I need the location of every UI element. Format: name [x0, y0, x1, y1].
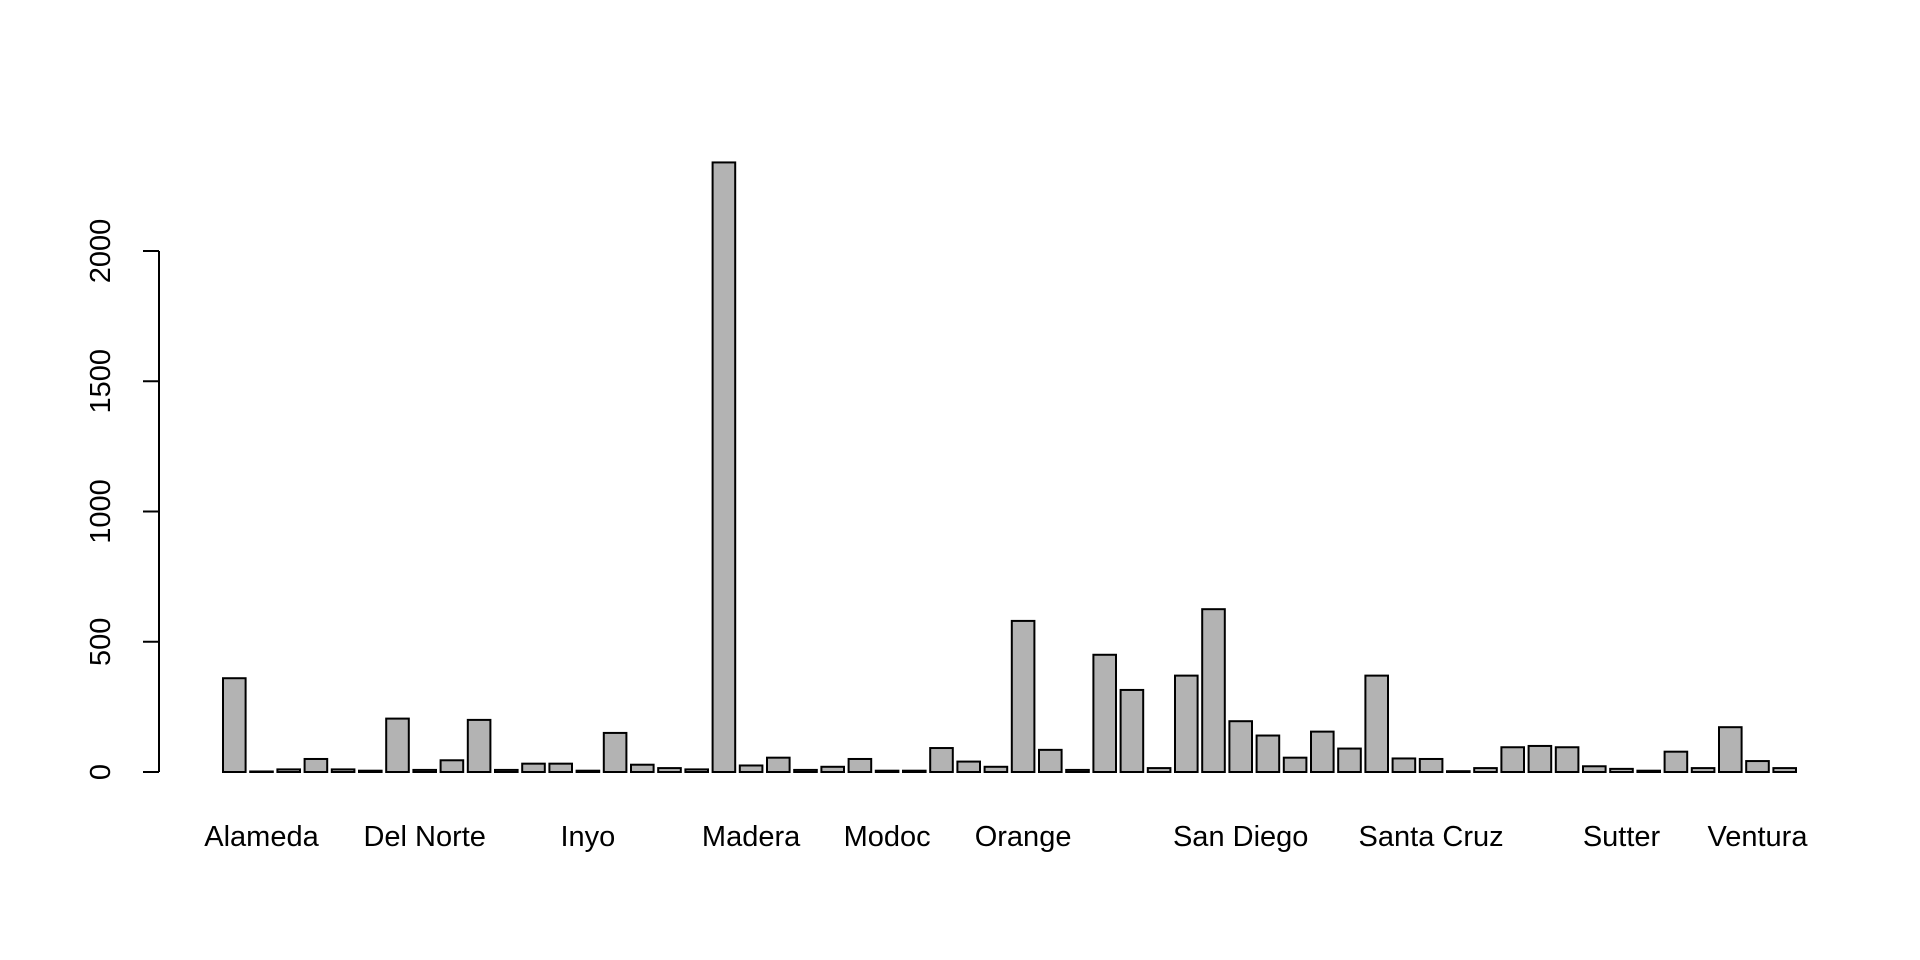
bar [1636, 769, 1662, 774]
bar [330, 768, 356, 774]
y-tick-label: 0 [85, 764, 117, 780]
bar [1364, 674, 1390, 773]
x-axis-labels: Alameda Del Norte Inyo Madera Modoc Orange San… [204, 821, 1808, 853]
bar [902, 769, 927, 774]
bar [494, 768, 519, 774]
bar [738, 764, 764, 773]
y-tick-label: 500 [85, 618, 117, 666]
bar [1174, 674, 1199, 773]
bar [521, 762, 546, 774]
bar [249, 770, 274, 774]
bar [847, 757, 873, 773]
bar [1772, 767, 1798, 774]
x-tick-label: Madera [702, 821, 801, 853]
bar [602, 731, 628, 773]
bar [1065, 768, 1090, 774]
bar [358, 769, 383, 774]
x-tick-label: Ventura [1708, 821, 1809, 853]
x-tick-label: Inyo [560, 821, 615, 853]
bar [983, 765, 1009, 773]
bar [1527, 744, 1553, 774]
bar [1609, 767, 1634, 774]
bar [929, 747, 954, 773]
y-tick-label: 2000 [85, 219, 117, 284]
bar [1092, 653, 1118, 774]
bar [303, 757, 329, 773]
y-tick-label: 1500 [85, 349, 117, 414]
bar [711, 161, 737, 773]
bar [1718, 726, 1743, 773]
y-tick-label: 1000 [85, 479, 117, 544]
bar [1201, 608, 1226, 773]
bar [1255, 734, 1281, 774]
bar [575, 769, 601, 774]
x-tick-label: San Diego [1173, 821, 1308, 853]
bar [1010, 619, 1036, 773]
bar [657, 767, 682, 774]
bar [1391, 757, 1417, 773]
bars [222, 161, 1798, 774]
x-tick-label: Sutter [1583, 821, 1661, 853]
bar [793, 768, 818, 774]
bar [1310, 730, 1335, 773]
x-tick-label: Alameda [204, 821, 319, 853]
x-tick-label: Orange [975, 821, 1072, 853]
x-tick-label: Modoc [844, 821, 931, 853]
bar [820, 765, 846, 773]
bar [1038, 748, 1063, 773]
bar [1582, 765, 1607, 773]
bar [630, 763, 655, 773]
x-tick-label: Santa Cruz [1359, 821, 1504, 853]
bar [466, 718, 492, 774]
bar [1663, 750, 1689, 774]
bar [276, 768, 301, 774]
y-axis: 0 500 1000 1500 2000 [85, 219, 160, 780]
bar [1473, 767, 1498, 774]
bar [1337, 747, 1362, 773]
bar [1690, 767, 1716, 774]
bar [1282, 756, 1308, 773]
bar [1500, 746, 1526, 774]
bar [766, 756, 791, 773]
bar [548, 762, 574, 774]
bar [1146, 767, 1172, 774]
bar [1446, 770, 1471, 774]
bar [1745, 760, 1770, 774]
bar [1554, 746, 1580, 774]
bar [385, 717, 410, 773]
bar [684, 768, 710, 774]
bar [412, 768, 437, 774]
x-tick-label: Del Norte [363, 821, 486, 853]
bar [1228, 720, 1254, 774]
bar [222, 677, 247, 773]
bar [874, 769, 900, 774]
bar [956, 760, 982, 774]
bar [439, 759, 465, 774]
bar [1119, 688, 1145, 774]
bar [1418, 757, 1444, 773]
